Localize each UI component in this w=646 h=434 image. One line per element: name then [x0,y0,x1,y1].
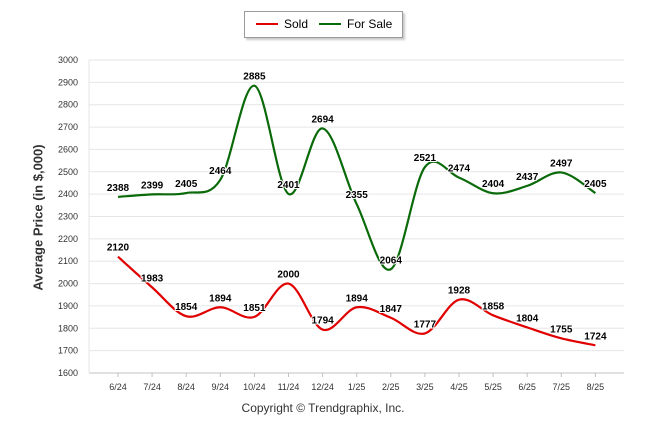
x-tick-label: 8/24 [177,382,195,392]
y-tick-label: 2700 [58,122,78,132]
data-label-sold: 1894 [209,293,232,304]
y-tick-label: 2300 [58,212,78,222]
x-tick-label: 6/24 [109,382,127,392]
data-labels: 2120 1983 1854 1894 1851 2000 1794 1894 1847 1777… [106,71,608,344]
data-label-for-sale: 2474 [448,164,471,175]
y-tick-label: 1900 [58,301,78,311]
x-tick-label: 4/25 [450,382,468,392]
data-label-sold: 1804 [516,313,539,324]
series-line-for-sale [117,84,597,271]
x-tick-label: 1/25 [348,382,366,392]
legend-swatch-sold [256,22,278,25]
y-tick-label: 2100 [58,256,78,266]
x-tick-label: 2/25 [382,382,400,392]
y-tick-label: 2800 [58,100,78,110]
data-label-for-sale: 2694 [311,114,334,125]
data-label-for-sale: 2464 [209,166,232,177]
data-label-for-sale: 2401 [277,180,300,191]
x-tick-label: 6/25 [518,382,536,392]
x-tick-label: 11/24 [278,382,300,392]
y-tick-label: 1800 [58,323,78,333]
y-tick-label: 2000 [58,279,78,289]
x-tick-label: 7/25 [553,382,571,392]
legend: Sold For Sale [244,11,403,38]
data-label-sold: 2120 [107,243,130,254]
data-label-sold: 1928 [448,286,471,297]
x-tick-label: 5/25 [484,382,502,392]
x-tick-label: 7/24 [143,382,161,392]
data-label-for-sale: 2437 [516,172,539,183]
copyright-text: Copyright © Trendgraphix, Inc. [241,401,405,415]
data-label-for-sale: 2355 [346,190,369,201]
data-label-for-sale: 2521 [414,153,437,164]
y-tick-labels: 1600 1700 1800 1900 2000 2100 2200 2300 2400 2500… [58,55,78,378]
y-tick-label: 2400 [58,189,78,199]
data-label-sold: 1777 [414,319,437,330]
y-tick-label: 1700 [58,346,78,356]
legend-item-for-sale[interactable]: For Sale [319,17,392,31]
data-label-for-sale: 2388 [107,183,130,194]
y-axis-label: Average Price (in $,000) [30,144,46,291]
data-label-sold: 1794 [311,316,334,327]
y-tick-label: 2500 [58,167,78,177]
data-label-sold: 1854 [175,302,198,313]
data-label-for-sale: 2497 [550,158,573,169]
legend-item-sold[interactable]: Sold [256,17,308,31]
data-label-sold: 1858 [482,301,505,312]
legend-label-for-sale: For Sale [347,17,393,31]
data-label-for-sale: 2405 [584,179,607,190]
data-label-sold: 1983 [141,273,164,284]
legend-label-sold: Sold [284,17,309,31]
legend-swatch-for-sale [319,22,341,25]
series-line-sold [117,255,596,347]
data-label-for-sale: 2064 [380,255,403,266]
data-label-for-sale: 2885 [243,72,266,83]
data-label-for-sale: 2405 [175,179,198,190]
data-label-sold: 1847 [380,304,403,315]
data-label-sold: 2000 [277,270,300,281]
y-tick-label: 3000 [58,55,78,65]
axes [88,60,624,377]
data-label-sold: 1724 [584,331,607,342]
data-label-sold: 1894 [346,293,369,304]
data-label-sold: 1755 [550,324,573,335]
gridlines [89,59,624,374]
series-lines [117,84,597,347]
x-tick-label: 10/24 [243,382,266,392]
x-tick-label: 8/25 [587,382,605,392]
data-label-sold: 1851 [243,303,266,314]
x-tick-label: 12/24 [311,382,334,392]
y-tick-label: 1600 [58,368,78,378]
y-tick-label: 2200 [58,234,78,244]
x-tick-label: 3/25 [416,382,434,392]
x-tick-labels: 6/24 7/24 8/24 9/24 10/24 11/24 12/24 1/25 2/25 3… [109,382,604,392]
data-label-for-sale: 2399 [141,180,164,191]
data-label-for-sale: 2404 [482,179,505,190]
x-tick-label: 9/24 [212,382,230,392]
y-tick-label: 2900 [58,77,78,87]
y-tick-label: 2600 [58,144,78,154]
